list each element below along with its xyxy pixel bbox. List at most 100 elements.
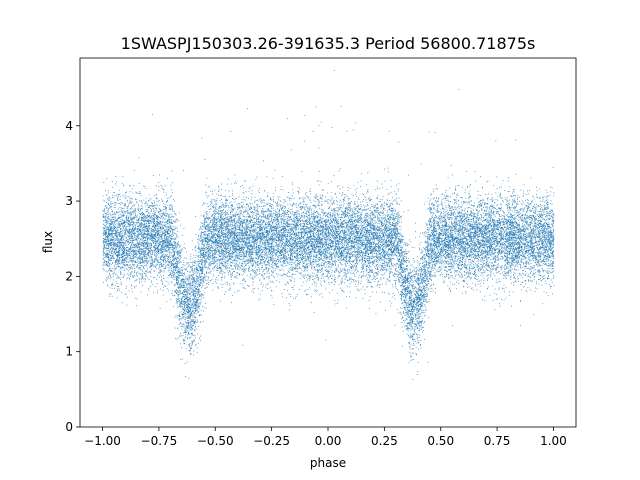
data-point (539, 271, 541, 273)
data-point (304, 239, 306, 240)
data-point (481, 243, 483, 245)
data-point (527, 210, 529, 211)
data-point (278, 245, 280, 247)
data-point (289, 245, 290, 247)
data-point (484, 202, 486, 204)
data-point (314, 249, 316, 251)
data-point (257, 249, 259, 251)
data-point (547, 228, 549, 230)
data-point (229, 234, 231, 235)
data-point (508, 203, 510, 205)
data-point (188, 334, 190, 335)
data-point (448, 252, 449, 254)
data-point (192, 293, 194, 294)
data-point (264, 244, 266, 246)
data-point (211, 199, 213, 201)
data-point (240, 248, 242, 250)
data-point (107, 256, 109, 257)
data-point (185, 280, 187, 282)
data-point (215, 281, 216, 283)
data-point (359, 258, 361, 260)
data-point (431, 249, 433, 251)
data-point (529, 268, 531, 270)
data-point (302, 262, 304, 264)
data-point (410, 354, 412, 356)
data-point (137, 237, 139, 239)
data-point (486, 236, 488, 237)
data-point (353, 226, 355, 228)
data-point (498, 222, 500, 223)
data-point (487, 246, 489, 248)
data-point (103, 239, 104, 241)
data-point (175, 338, 177, 339)
data-point (158, 208, 160, 210)
data-point (432, 264, 433, 266)
data-point (237, 226, 239, 228)
data-point (486, 237, 487, 239)
data-point (480, 245, 482, 246)
data-point (373, 204, 375, 206)
data-point (205, 217, 207, 219)
data-point (202, 257, 204, 259)
data-point (212, 251, 214, 252)
data-point (430, 235, 431, 237)
scatter-points (102, 69, 555, 380)
data-point (452, 253, 453, 255)
data-point (123, 233, 125, 235)
data-point (296, 216, 298, 217)
data-point (160, 260, 162, 262)
data-point (195, 255, 197, 257)
data-point (307, 257, 309, 258)
data-point (500, 234, 502, 236)
data-point (229, 196, 230, 197)
data-point (165, 256, 167, 258)
data-point (319, 213, 321, 215)
data-point (273, 210, 275, 212)
data-point (194, 323, 196, 325)
data-point (447, 206, 449, 208)
data-point (195, 291, 196, 292)
data-point (242, 344, 244, 346)
data-point (156, 278, 157, 280)
data-point (328, 249, 329, 251)
data-point (256, 239, 258, 241)
data-point (118, 227, 120, 228)
data-point (356, 255, 358, 257)
data-point (233, 253, 235, 255)
data-point (505, 255, 506, 257)
data-point (513, 242, 515, 244)
data-point (539, 259, 541, 260)
data-point (391, 303, 393, 305)
data-point (302, 260, 304, 262)
data-point (212, 255, 214, 257)
data-point (219, 251, 221, 252)
data-point (261, 233, 263, 235)
data-point (336, 231, 338, 232)
data-point (355, 191, 357, 193)
data-point (488, 257, 490, 259)
data-point (474, 249, 476, 251)
data-point (259, 234, 261, 236)
data-point (348, 231, 350, 233)
data-point (186, 288, 188, 289)
data-point (336, 246, 338, 248)
data-point (227, 240, 229, 242)
data-point (291, 269, 293, 270)
data-point (434, 204, 436, 206)
data-point (169, 230, 171, 232)
data-point (246, 236, 248, 238)
data-point (389, 257, 391, 259)
data-point (281, 216, 282, 218)
data-point (191, 327, 192, 328)
data-point (271, 247, 272, 249)
data-point (411, 275, 412, 277)
data-point (238, 237, 240, 239)
data-point (156, 215, 158, 217)
data-point (367, 204, 368, 205)
data-point (188, 284, 190, 286)
data-point (195, 311, 197, 313)
data-point (350, 224, 352, 226)
data-point (184, 290, 186, 292)
data-point (442, 248, 444, 250)
data-point (269, 240, 271, 241)
